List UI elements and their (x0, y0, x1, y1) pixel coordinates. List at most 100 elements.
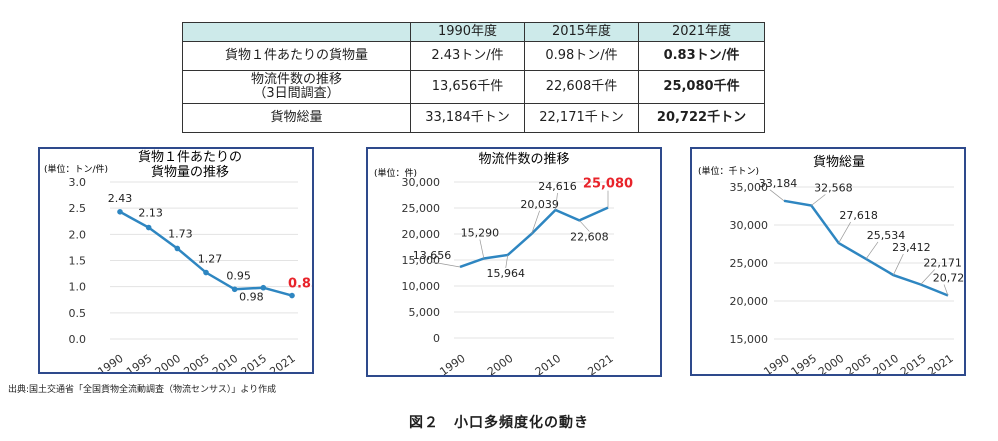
chart-unit-label: (単位：トン/件) (44, 163, 108, 175)
leader-line (479, 239, 485, 259)
leader-line (531, 210, 540, 234)
figure-caption: 図２ 小口多頻度化の動き (409, 415, 589, 431)
table-cell: 13,656千件 (410, 70, 525, 104)
y-tick-label: 1.0 (69, 281, 87, 294)
chart-title: 貨物１件あたりの (138, 149, 242, 165)
table-cell: 0.83トン/件 (638, 41, 765, 71)
leader-line (838, 221, 851, 244)
chart-panel-shipment-count: (単位：件) 物流件数の推移 30,000 25,000 20,000 15,000 1… (366, 147, 662, 377)
x-tick-label: 1990 (761, 352, 791, 374)
data-label: 32,568 (814, 181, 853, 194)
x-tick-label: 2021 (925, 352, 955, 374)
y-tick-label: 0.5 (69, 307, 87, 320)
chart-panel-cargo-per-shipment: (単位：トン/件) 貨物１件あたりの 貨物量の推移 3.0 2.5 2.0 1.5 1.… (38, 147, 314, 374)
leader-line (505, 254, 509, 269)
data-label: 20,039 (520, 198, 559, 211)
y-tick-label: 0 (433, 332, 440, 345)
data-label: 15,290 (461, 226, 500, 239)
y-tick-label: 0.0 (69, 333, 87, 346)
table-cell: 25,080千件 (638, 70, 765, 104)
x-tick-label: 2021 (585, 352, 615, 375)
data-point (289, 292, 295, 299)
x-tick-label: 1990 (95, 352, 125, 372)
data-point (260, 284, 267, 291)
leader-line (893, 253, 904, 276)
data-label: 1.73 (168, 227, 193, 240)
data-label: 22,608 (570, 230, 609, 243)
chart-title-line2: 貨物量の推移 (151, 164, 229, 180)
leader-line (579, 220, 590, 232)
x-tick-label: 1995 (789, 352, 819, 374)
x-tick-label: 2010 (533, 352, 563, 375)
table-row: 貨物１件あたりの貨物量 2.43トン/件 0.98トン/件 0.83トン/件 (182, 41, 765, 71)
table-header-2015: 2015年度 (524, 22, 639, 42)
table-row: 貨物総量 33,184千トン 22,171千トン 20,722千トン (182, 103, 765, 133)
table-cell: 2.43トン/件 (410, 41, 525, 71)
data-point (231, 286, 238, 293)
data-label: 20,722 (933, 272, 964, 285)
source-note: 出典:国土交通省「全国貨物全流動調査（物流センサス）」より作成 (8, 385, 277, 395)
data-point (203, 269, 209, 276)
data-point (117, 209, 123, 215)
x-tick-label: 2005 (843, 352, 873, 374)
data-label: 13,656 (413, 249, 452, 262)
table-cell: 22,171千トン (524, 103, 639, 133)
table-header-1990: 1990年度 (410, 22, 525, 42)
data-label: 22,171 (923, 257, 962, 270)
data-label: 0.83 (288, 277, 312, 292)
row-label: 貨物１件あたりの貨物量 (182, 41, 411, 71)
chart-unit-label: (単位：千トン) (698, 165, 759, 177)
chart-title: 貨物総量 (813, 154, 865, 170)
leader-line (943, 284, 949, 296)
y-tick-label: 10,000 (402, 280, 441, 293)
y-tick-label: 25,000 (402, 202, 441, 215)
data-label: 27,618 (839, 209, 878, 222)
chart-cargo-per-shipment: (単位：トン/件) 貨物１件あたりの 貨物量の推移 3.0 2.5 2.0 1.5 1.… (44, 149, 312, 372)
table-header-2021: 2021年度 (638, 22, 765, 42)
summary-table: 1990年度 2015年度 2021年度 貨物１件あたりの貨物量 2.43トン/… (182, 22, 765, 133)
data-label: 1.27 (198, 253, 223, 266)
y-tick-label: 30,000 (730, 219, 769, 232)
x-tick-label: 2000 (153, 352, 183, 372)
row-label: 貨物総量 (182, 103, 411, 133)
data-label: 0.98 (239, 291, 263, 304)
table-cell: 22,608千件 (524, 70, 639, 104)
table-cell: 20,722千トン (638, 103, 765, 133)
data-label: 0.95 (226, 269, 251, 282)
chart-shipment-count: (単位：件) 物流件数の推移 30,00025,00020,00015,0001… (374, 152, 633, 375)
y-tick-label: 25,000 (730, 257, 769, 270)
leader-line (865, 241, 879, 260)
x-tick-label: 2015 (898, 352, 928, 374)
y-tick-label: 5,000 (409, 306, 441, 319)
data-label: 23,412 (892, 241, 931, 254)
table-cell: 33,184千トン (410, 103, 525, 133)
chart-total-cargo: (単位：千トン) 貨物総量 35,000 30,000 25,000 20,000 15… (698, 154, 964, 374)
data-point (174, 245, 181, 252)
y-tick-label: 20,000 (402, 228, 441, 241)
chart-unit-label: (単位：件) (374, 167, 417, 179)
y-tick-label: 15,000 (730, 333, 769, 346)
y-tick-label: 15,000 (402, 254, 441, 267)
table-cell: 0.98トン/件 (524, 41, 639, 71)
y-tick-label: 3.0 (69, 176, 87, 189)
leader-line (769, 189, 785, 202)
chart-title: 物流件数の推移 (478, 152, 569, 167)
data-label: 33,184 (759, 177, 798, 190)
data-label: 25,534 (867, 229, 906, 242)
x-tick-label: 2015 (239, 352, 269, 372)
x-tick-label: 1990 (437, 352, 467, 375)
row-label-line1: 物流件数の推移 (250, 72, 342, 87)
x-tick-label: 2010 (871, 352, 901, 374)
y-tick-label: 1.5 (69, 255, 87, 268)
leader-line (431, 261, 461, 268)
data-point (145, 224, 152, 231)
x-tick-label: 2000 (816, 352, 846, 374)
data-label: 24,616 (538, 180, 577, 193)
y-tick-label: 35,000 (730, 181, 769, 194)
y-tick-label: 2.0 (69, 228, 87, 241)
y-tick-label: 30,000 (402, 176, 441, 189)
table-row: 物流件数の推移 （3日間調査） 13,656千件 22,608千件 25,080… (182, 70, 765, 104)
x-tick-label: 2010 (210, 352, 240, 372)
x-tick-label: 2005 (181, 352, 211, 372)
leader-line (920, 269, 935, 285)
